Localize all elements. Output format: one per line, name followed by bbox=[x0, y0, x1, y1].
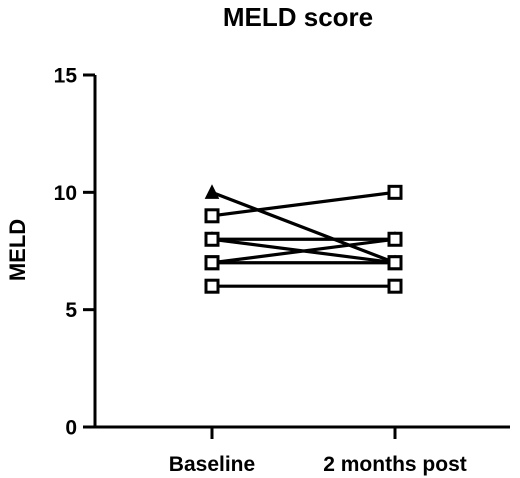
axes: 0 5 10 15 Baseline 2 months post bbox=[54, 65, 510, 476]
series-line-3 bbox=[210, 190, 397, 218]
marker-square-s4-p1 bbox=[204, 231, 220, 247]
x-tick-label: Baseline bbox=[169, 453, 255, 476]
x-tick-label: 2 months post bbox=[323, 453, 467, 476]
series-line-5 bbox=[210, 237, 397, 265]
chart-title: MELD score bbox=[223, 2, 373, 32]
series-group bbox=[204, 184, 403, 294]
marker-square-s6-p1 bbox=[204, 255, 220, 271]
marker-square-s3-p2 bbox=[387, 184, 403, 200]
y-axis-label: MELD bbox=[5, 219, 30, 281]
marker-square-s7-p2 bbox=[387, 278, 403, 294]
marker-triangle-s1-p1 bbox=[204, 184, 220, 199]
y-tick-label: 15 bbox=[54, 65, 78, 88]
y-tick-label: 5 bbox=[65, 299, 77, 322]
series-line-1 bbox=[210, 190, 397, 265]
marker-square-s3-p1 bbox=[204, 208, 220, 224]
marker-square-s5-p2 bbox=[387, 231, 403, 247]
marker-square-s6-p2 bbox=[387, 255, 403, 271]
y-tick-label: 0 bbox=[65, 417, 77, 440]
marker-square-s7-p1 bbox=[204, 278, 220, 294]
y-tick-label: 10 bbox=[54, 182, 77, 205]
